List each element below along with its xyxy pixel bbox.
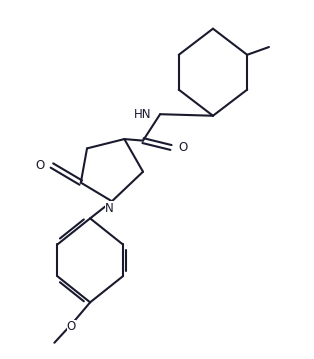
Text: O: O [67,320,76,333]
Text: N: N [105,202,114,215]
Text: O: O [179,141,188,154]
Text: O: O [36,159,45,172]
Text: HN: HN [134,108,151,121]
